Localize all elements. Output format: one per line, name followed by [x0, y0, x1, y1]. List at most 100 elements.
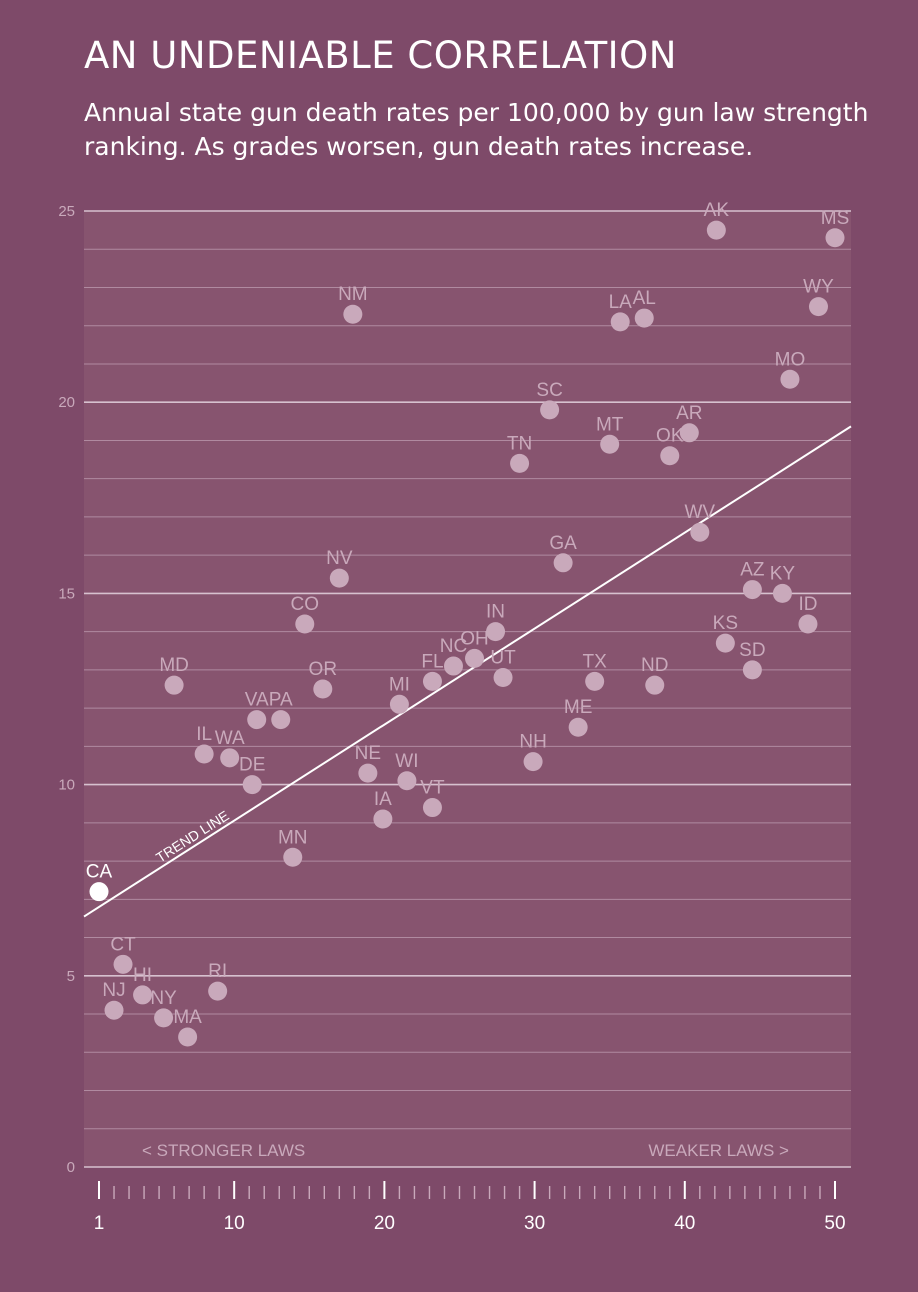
chart-subtitle: Annual state gun death rates per 100,000… [84, 98, 869, 161]
state-label-az: AZ [740, 560, 765, 581]
state-label-pa: PA [269, 690, 293, 711]
state-point-ne [358, 763, 378, 783]
state-label-mt: MT [596, 414, 624, 435]
state-point-wi [397, 771, 417, 791]
y-tick-label: 10 [58, 777, 75, 794]
state-point-or [313, 679, 333, 699]
state-label-al: AL [633, 288, 656, 309]
state-point-de [242, 775, 262, 795]
state-point-nc [443, 656, 463, 676]
trend-line [83, 425, 852, 918]
state-label-il: IL [196, 724, 212, 745]
state-label-sc: SC [536, 380, 562, 401]
state-label-nv: NV [326, 548, 353, 569]
state-point-me [568, 717, 588, 737]
state-label-ia: IA [374, 789, 392, 810]
state-point-hi [133, 985, 153, 1005]
y-tick-label: 0 [67, 1159, 75, 1176]
state-label-nj: NJ [102, 980, 125, 1001]
plot-background [84, 211, 851, 1167]
state-label-or: OR [309, 659, 338, 680]
state-label-de: DE [239, 755, 265, 776]
state-label-ct: CT [110, 934, 136, 955]
weaker-laws-label: WEAKER LAWS > [648, 1141, 789, 1160]
state-point-il [194, 744, 214, 764]
state-label-nh: NH [519, 732, 546, 753]
state-point-in [486, 622, 506, 642]
state-point-ca [89, 882, 109, 902]
state-point-ia [373, 809, 393, 829]
state-point-ar [679, 423, 699, 443]
state-label-nd: ND [641, 655, 668, 676]
x-tick-label: 50 [824, 1213, 845, 1234]
state-label-ky: KY [770, 563, 796, 584]
x-tick-label: 1 [94, 1213, 105, 1234]
state-label-mi: MI [389, 674, 410, 695]
state-label-oh: OH [460, 628, 489, 649]
state-label-tn: TN [507, 433, 532, 454]
state-point-al [634, 308, 654, 328]
state-point-mn [283, 847, 303, 867]
state-point-nj [104, 1000, 124, 1020]
y-axis-ticks: 0 5 10 15 20 25 [58, 203, 75, 1176]
state-point-ga [553, 553, 573, 573]
y-tick-label: 15 [58, 585, 75, 602]
state-label-ma: MA [173, 1007, 202, 1028]
state-point-mo [780, 369, 800, 389]
state-point-wa [220, 748, 240, 768]
state-label-la: LA [609, 292, 633, 313]
grid-lines [84, 210, 851, 1168]
state-point-ri [208, 981, 228, 1001]
state-point-ok [660, 446, 680, 466]
state-point-ct [113, 954, 133, 974]
state-point-mi [389, 694, 409, 714]
state-label-ne: NE [355, 743, 381, 764]
y-tick-label: 20 [58, 394, 75, 411]
state-point-mt [600, 434, 620, 454]
state-point-tn [510, 453, 530, 473]
state-label-ga: GA [549, 533, 577, 554]
state-point-ak [706, 220, 726, 240]
x-tick-label: 10 [224, 1213, 245, 1234]
state-point-ky [772, 583, 792, 603]
state-label-mo: MO [775, 349, 806, 370]
state-point-nh [523, 752, 543, 772]
state-point-md [164, 675, 184, 695]
state-point-va [247, 710, 267, 730]
state-label-tx: TX [583, 651, 608, 672]
state-label-nc: NC [440, 636, 467, 657]
state-label-ut: UT [490, 648, 516, 669]
state-label-ok: OK [656, 426, 684, 447]
state-label-me: ME [564, 697, 593, 718]
state-point-wv [690, 522, 710, 542]
state-label-wi: WI [395, 751, 418, 772]
state-point-id [798, 614, 818, 634]
state-point-ma [178, 1027, 198, 1047]
y-tick-label: 5 [67, 968, 75, 985]
state-label-ms: MS [821, 208, 850, 229]
state-point-ks [715, 633, 735, 653]
state-point-az [742, 580, 762, 600]
state-point-co [295, 614, 315, 634]
state-label-wy: WY [803, 277, 834, 298]
state-point-nv [329, 568, 349, 588]
state-point-sd [742, 660, 762, 680]
annotations: < STRONGER LAWS WEAKER LAWS > [142, 1141, 789, 1160]
state-point-fl [422, 671, 442, 691]
state-point-nm [343, 304, 363, 324]
state-point-oh [465, 648, 485, 668]
state-label-va: VA [245, 690, 269, 711]
state-label-wa: WA [215, 728, 245, 749]
state-label-mn: MN [278, 827, 308, 848]
state-label-fl: FL [421, 651, 443, 672]
state-label-co: CO [291, 594, 320, 615]
state-label-ca: CA [86, 862, 113, 883]
state-label-md: MD [159, 655, 189, 676]
state-point-nd [645, 675, 665, 695]
state-point-sc [540, 400, 560, 420]
state-point-ut [493, 668, 513, 688]
x-tick-label: 20 [374, 1213, 395, 1234]
state-label-id: ID [798, 594, 817, 615]
